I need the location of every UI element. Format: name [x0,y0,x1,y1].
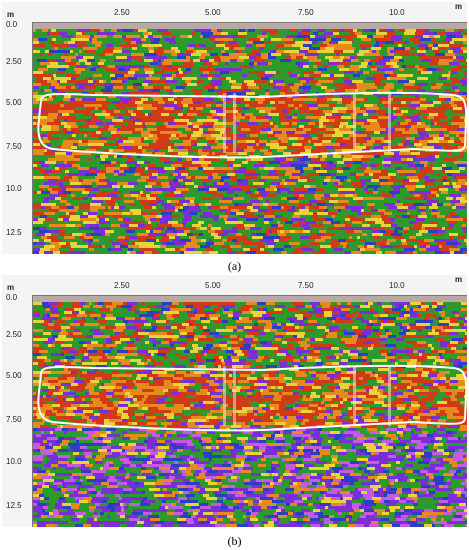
depth-tick-label: 12.5 [6,228,22,237]
axis-unit-label: m [455,2,463,11]
depth-tick-label: 2.50 [6,57,22,66]
depth-tick-label: 5.00 [6,371,22,380]
anomaly-outline [37,364,467,432]
distance-tick-label: 2.50 [114,8,130,17]
depth-tick-label: 12.5 [6,501,22,510]
panel-caption: (a) [227,259,242,273]
depth-tick-label: 0.0 [6,293,18,302]
distance-tick-label: 10.0 [389,281,405,290]
axis-unit-label: m [7,283,15,292]
panel-caption: (b) [227,534,242,548]
depth-tick-label: 10.0 [6,184,22,193]
radargram-panel-b: m 0.0 2.50 5.00 7.50 10.0 12.5 m 2.50 5.… [2,275,467,527]
depth-axis: m 0.0 2.50 5.00 7.50 10.0 12.5 [2,275,33,527]
distance-tick-label: 5.00 [205,8,221,17]
distance-tick-label: 7.50 [298,281,314,290]
radargram-image [33,23,467,254]
depth-tick-label: 5.00 [6,98,22,107]
distance-axis: m 2.50 5.00 7.50 10.0 [32,275,467,296]
radargram-panel-a: m 0.0 2.50 5.00 7.50 10.0 12.5 m 2.50 5.… [2,2,467,254]
axis-unit-label: m [7,10,15,19]
distance-axis: m 2.50 5.00 7.50 10.0 [32,2,467,23]
distance-tick-label: 2.50 [114,281,130,290]
anomaly-outline [37,91,467,159]
radargram-image [33,296,467,527]
depth-tick-label: 2.50 [6,330,22,339]
depth-tick-label: 10.0 [6,457,22,466]
distance-tick-label: 10.0 [389,8,405,17]
axis-unit-label: m [455,275,463,284]
distance-tick-label: 7.50 [298,8,314,17]
depth-tick-label: 0.0 [6,20,18,29]
depth-tick-label: 7.50 [6,415,22,424]
distance-tick-label: 5.00 [205,281,221,290]
depth-tick-label: 7.50 [6,142,22,151]
depth-axis: m 0.0 2.50 5.00 7.50 10.0 12.5 [2,2,33,254]
